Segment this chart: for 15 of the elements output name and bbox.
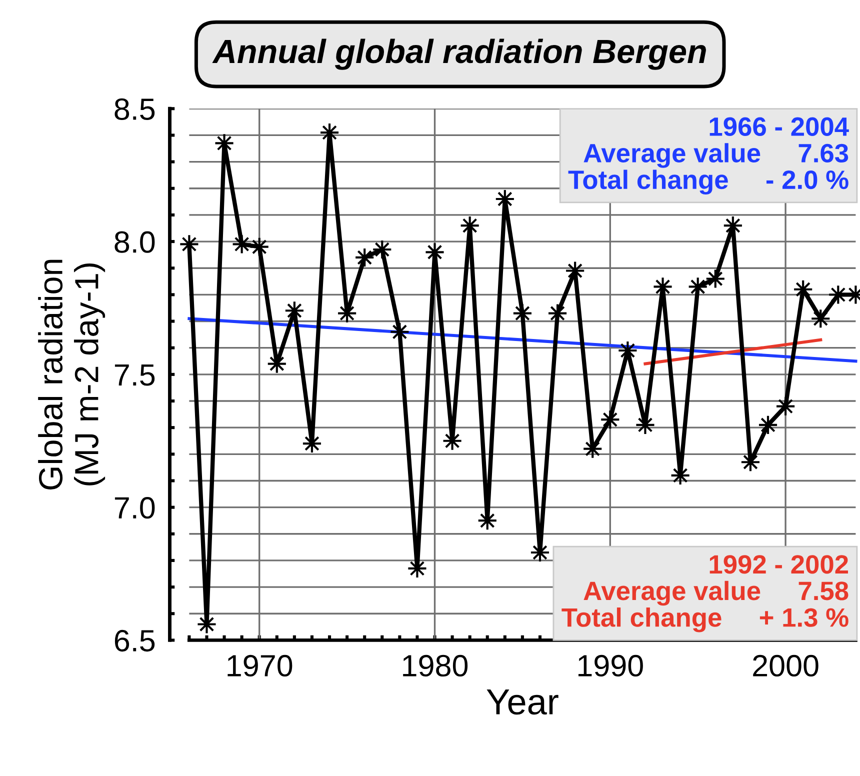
chart-title: Annual global radiation Bergen bbox=[212, 38, 706, 70]
point bbox=[705, 268, 726, 289]
y-tick-label: 7.5 bbox=[114, 364, 155, 386]
y-tick-label: 7.0 bbox=[114, 497, 155, 519]
x-tick-label: 1980 bbox=[403, 654, 468, 677]
annotation: 1966 - 2004 Average value 7.63 Total change - 2.0 % bbox=[568, 117, 849, 194]
y-axis-title: Global radiation (MJ m-2 day-1) bbox=[38, 260, 106, 490]
x-tick-label: 2000 bbox=[753, 654, 818, 677]
y-tick-label: 6.5 bbox=[114, 630, 155, 652]
x-tick-label: 1990 bbox=[578, 654, 643, 677]
y-tick-label: 8.5 bbox=[114, 98, 155, 120]
x-axis-title: Year bbox=[486, 689, 558, 715]
annotation: 1992 - 2002 Average value 7.58 Total change + 1.3 % bbox=[562, 555, 848, 632]
x-tick-label: 1970 bbox=[228, 654, 292, 677]
y-tick-label: 8.0 bbox=[114, 231, 155, 253]
